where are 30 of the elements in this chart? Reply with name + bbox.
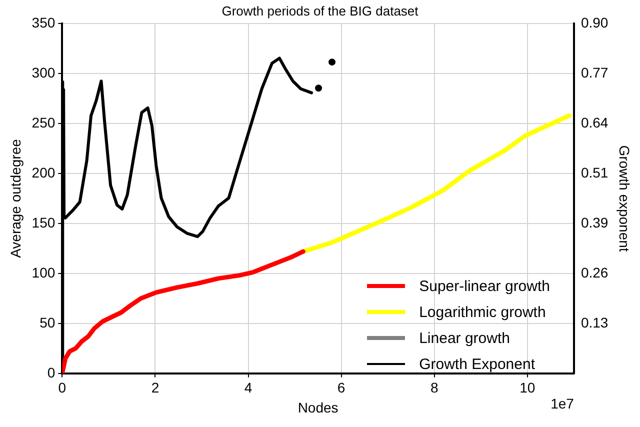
legend-label: Super-linear growth [419, 278, 550, 294]
chart-title: Growth periods of the BIG dataset [222, 3, 419, 18]
x-tick-label: 4 [244, 380, 252, 396]
y-tick-label: 250 [32, 114, 56, 130]
y-axis-title: Average outdegree [7, 138, 24, 258]
x-axis-title: Nodes [298, 399, 338, 416]
y-tick-label: 350 [32, 14, 56, 30]
y2-tick-label: 0.39 [580, 214, 608, 230]
y2-tick-label: 0.77 [580, 64, 608, 80]
y2-tick-label: 0.26 [580, 264, 608, 280]
x-tick-label: 6 [337, 380, 346, 396]
y-tick-label: 150 [32, 214, 56, 230]
y-tick-label: 300 [32, 64, 56, 80]
legend-label: Growth Exponent [419, 356, 535, 372]
y2-tick-label: 0.90 [580, 14, 608, 30]
legend-label: Logarithmic growth [419, 304, 546, 320]
y2-tick-label: 0.13 [580, 314, 608, 330]
y2-axis-title: Growth exponent [616, 145, 633, 252]
text: 1e7 [550, 395, 574, 412]
x-tick-label: 0 [58, 380, 66, 396]
y-tick-label: 0 [47, 364, 56, 380]
y2-tick-label: 0.64 [580, 114, 608, 130]
y-tick-label: 100 [32, 264, 56, 280]
x-tick-label: 2 [151, 380, 160, 396]
legend-label: Linear growth [419, 330, 510, 346]
y-tick-label: 200 [32, 164, 56, 180]
x-tick-label: 10 [520, 380, 536, 396]
x-tick-label: 8 [430, 380, 438, 396]
y2-tick-label: 0.51 [580, 164, 608, 180]
y-tick-label: 50 [40, 314, 56, 330]
